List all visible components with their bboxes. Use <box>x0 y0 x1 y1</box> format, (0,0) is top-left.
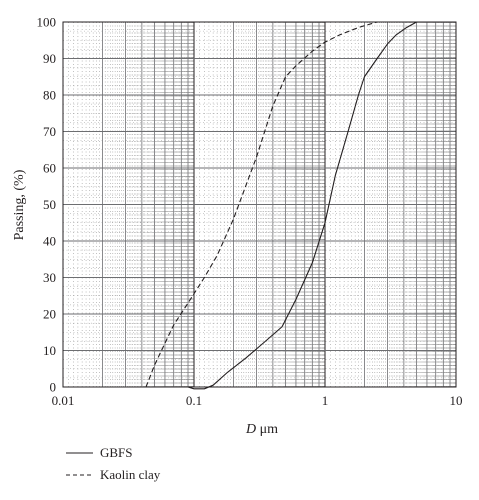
legend: GBFS Kaolin clay <box>66 445 161 482</box>
x-axis-title-unit: μm <box>256 422 278 437</box>
plot-grid <box>62 21 456 388</box>
plot-frame <box>62 21 457 388</box>
x-tick-label: 10 <box>450 393 463 408</box>
legend-label-kaolin-clay: Kaolin clay <box>100 467 161 482</box>
series-line-gbfs <box>187 21 417 390</box>
y-tick-label: 50 <box>43 197 56 212</box>
x-tick-label: 1 <box>322 393 329 408</box>
y-tick-label: 40 <box>43 234 56 249</box>
x-axis-title-symbol: D <box>245 422 256 437</box>
y-tick-label: 90 <box>43 51 56 66</box>
x-tick-labels: 0.01 0.1 1 10 <box>52 393 463 408</box>
y-tick-label: 20 <box>43 307 56 322</box>
legend-label-gbfs: GBFS <box>100 445 133 460</box>
y-tick-label: 10 <box>43 343 56 358</box>
y-tick-label: 80 <box>43 88 56 103</box>
y-tick-label: 100 <box>37 15 57 30</box>
y-tick-labels: 0 10 20 30 40 50 60 70 80 90 100 <box>37 15 57 395</box>
y-tick-label: 0 <box>50 380 57 395</box>
series-line-kaolin-clay <box>145 21 411 388</box>
y-tick-label: 70 <box>43 124 56 139</box>
plot-series <box>145 21 417 390</box>
plot-border <box>62 21 457 388</box>
x-axis-title: D μm <box>245 422 278 437</box>
y-tick-label: 60 <box>43 161 56 176</box>
y-axis-title: Passing, (%) <box>12 169 27 240</box>
x-tick-label: 0.1 <box>186 393 202 408</box>
x-tick-label: 0.01 <box>52 393 75 408</box>
y-tick-label: 30 <box>43 270 56 285</box>
